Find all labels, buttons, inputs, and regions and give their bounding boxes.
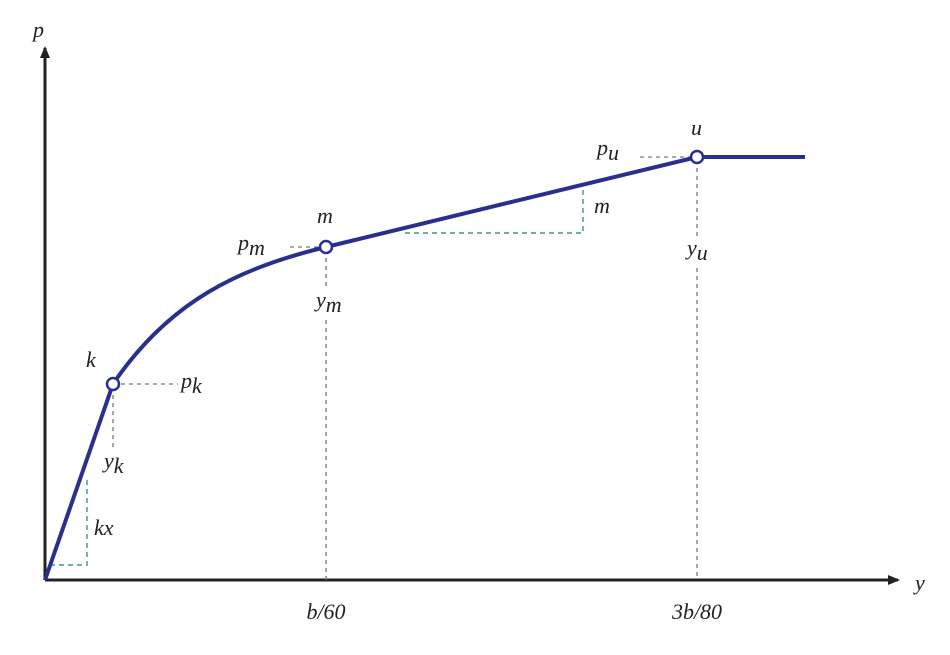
- slope-label: m: [594, 193, 610, 218]
- p-axis-label: p: [31, 17, 44, 42]
- point-label: k: [86, 347, 97, 372]
- slope-guides: [50, 186, 584, 566]
- p-value-label: pk: [179, 368, 203, 398]
- y-value-label: ym: [314, 287, 342, 317]
- x-mark-label: b/60: [306, 599, 345, 624]
- x-mark-label: 3b/80: [671, 599, 722, 624]
- point-label: m: [317, 203, 333, 228]
- y-value-label: yk: [102, 448, 125, 478]
- slope-label: kx: [94, 515, 114, 540]
- y-value-label: yu: [685, 235, 708, 265]
- y-axis-label: y: [913, 570, 925, 595]
- p-value-label: pm: [236, 230, 265, 260]
- guides: [112, 156, 698, 580]
- p-y-curve: [43, 155, 805, 581]
- p-value-label: pu: [595, 135, 619, 165]
- key-points: [105, 149, 705, 392]
- point-label: u: [691, 115, 702, 140]
